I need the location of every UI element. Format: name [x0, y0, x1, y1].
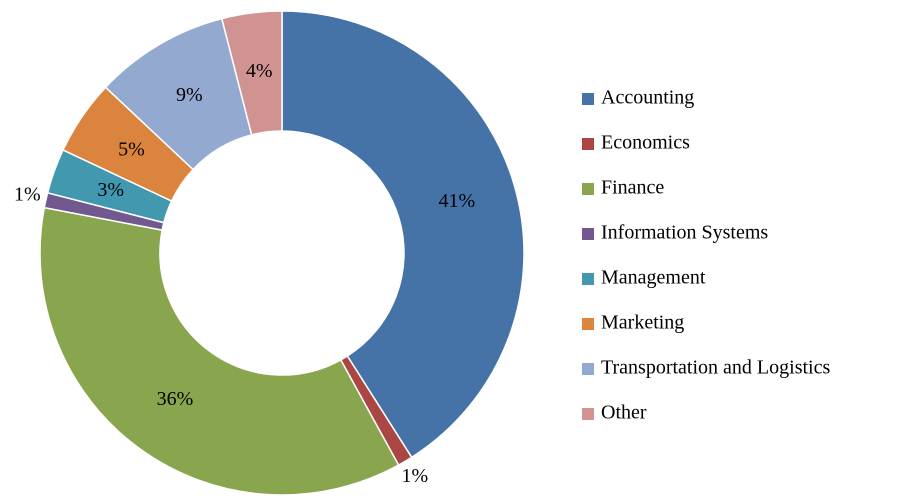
legend-label: Accounting — [601, 87, 694, 109]
data-label: 36% — [157, 388, 194, 410]
legend-label: Marketing — [601, 312, 684, 334]
legend-marker — [582, 138, 594, 150]
legend-marker — [582, 318, 594, 330]
data-label: 1% — [402, 465, 429, 487]
legend-label: Transportation and Logistics — [601, 357, 830, 379]
legend-marker — [582, 183, 594, 195]
legend-marker — [582, 93, 594, 105]
data-label: 41% — [438, 190, 475, 212]
data-label: 1% — [14, 184, 41, 206]
data-label: 9% — [176, 84, 203, 106]
legend-marker — [582, 408, 594, 420]
legend-label: Information Systems — [601, 222, 768, 244]
legend-label: Management — [601, 267, 706, 289]
legend-label: Finance — [601, 177, 664, 199]
legend-label: Other — [601, 402, 647, 424]
legend-label: Economics — [601, 132, 690, 154]
legend-marker — [582, 273, 594, 285]
donut-slice — [281, 10, 525, 459]
legend-marker — [582, 228, 594, 240]
donut-slice — [39, 206, 400, 496]
data-label: 3% — [97, 179, 124, 201]
data-label: 4% — [246, 60, 273, 82]
donut-slice — [220, 10, 283, 136]
legend-marker — [582, 363, 594, 375]
data-label: 5% — [118, 138, 145, 160]
